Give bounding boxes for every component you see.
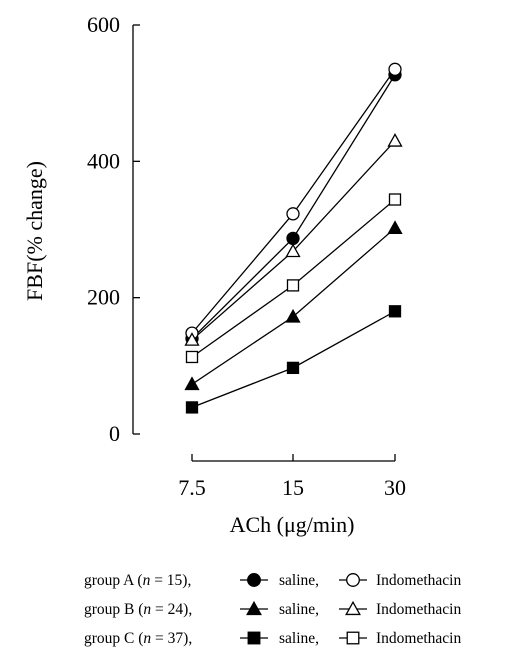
- data-point-filled-square: [388, 305, 402, 318]
- legend-n-symbol: n: [143, 572, 151, 589]
- data-point-filled-square: [286, 361, 300, 375]
- legend-group-prefix: group A (: [84, 572, 143, 589]
- legend-n-symbol: n: [143, 630, 151, 647]
- legend-n-text: = 15),: [150, 572, 191, 589]
- series-line: [191, 310, 396, 409]
- y-tick-label: 600: [87, 12, 120, 37]
- legend-marker-open-circle: [346, 573, 360, 587]
- legend-indomethacin-label: Indomethacin: [376, 601, 461, 618]
- series-group-a-saline: [191, 74, 396, 340]
- data-point-open-circle: [388, 62, 402, 76]
- legend-marker-filled-triangle: [246, 600, 262, 616]
- x-axis-title-part: ): [347, 512, 354, 537]
- legend-group-prefix: group C (: [84, 630, 143, 647]
- legend-marker-filled-square: [247, 631, 261, 645]
- legend-marker-open-triangle: [345, 600, 361, 616]
- data-point-open-triangle: [387, 133, 403, 147]
- axes: 0 200 400 600 7.5 15 30 ACh (μg/min) FBF(% chang…: [22, 12, 406, 537]
- legend-marker-open-square: [346, 631, 360, 645]
- data-point-open-triangle: [285, 243, 301, 258]
- legend-n-text: = 24),: [151, 601, 192, 618]
- legend-saline-label: saline,: [279, 601, 319, 618]
- legend-group-label: group A (n = 15),: [84, 572, 191, 589]
- series-line: [191, 68, 396, 334]
- legend-n-symbol: n: [143, 601, 151, 618]
- x-axis-title: ACh (μg/min): [230, 512, 355, 537]
- data-point-open-square: [286, 279, 300, 292]
- data-point-open-square: [185, 350, 199, 364]
- series-group-c-saline: [191, 310, 396, 409]
- legend-row: group A (n = 15), saline, Indomethacin: [84, 572, 461, 589]
- legend-indomethacin-label: Indomethacin: [376, 572, 461, 589]
- legend-marker-filled-circle: [247, 573, 261, 587]
- legend: group A (n = 15), saline, Indomethacingrou…: [84, 572, 461, 647]
- data-point-filled-triangle: [285, 308, 301, 323]
- legend-saline-label: saline,: [279, 572, 319, 589]
- data-point-open-square: [388, 193, 402, 206]
- y-tick-label: 0: [109, 421, 120, 446]
- legend-n-text: = 37),: [151, 630, 192, 647]
- data-point-open-triangle: [184, 332, 200, 346]
- legend-group-label: group C (n = 37),: [84, 630, 192, 647]
- legend-saline-label: saline,: [279, 630, 319, 647]
- y-tick-label: 400: [87, 148, 120, 173]
- y-axis-title: FBF(% change): [22, 161, 47, 301]
- series-group-c-indomethacin: [191, 199, 396, 358]
- x-tick-label: 7.5: [178, 475, 206, 500]
- series-line: [191, 74, 396, 340]
- data-point-filled-circle: [286, 231, 300, 246]
- x-axis-title-part: μg/min: [284, 512, 347, 537]
- series-group-a-indomethacin: [191, 68, 396, 334]
- legend-row: group B (n = 24), saline, Indomethacin: [84, 600, 461, 618]
- x-axis-title-part: ACh (: [230, 512, 284, 537]
- legend-row: group C (n = 37), saline, Indomethacin: [84, 630, 461, 647]
- series-line: [191, 199, 396, 358]
- legend-group-prefix: group B (: [84, 601, 143, 618]
- legend-indomethacin-label: Indomethacin: [376, 630, 461, 647]
- legend-group-label: group B (n = 24),: [84, 601, 192, 618]
- data-point-filled-triangle: [387, 220, 403, 234]
- data-point-filled-square: [185, 401, 199, 414]
- data-point-filled-triangle: [184, 376, 200, 391]
- data-point-open-circle: [286, 207, 300, 221]
- x-tick-label: 30: [384, 475, 406, 500]
- y-tick-label: 200: [87, 285, 120, 310]
- series-layer: [184, 62, 403, 414]
- x-tick-label: 15: [282, 475, 304, 500]
